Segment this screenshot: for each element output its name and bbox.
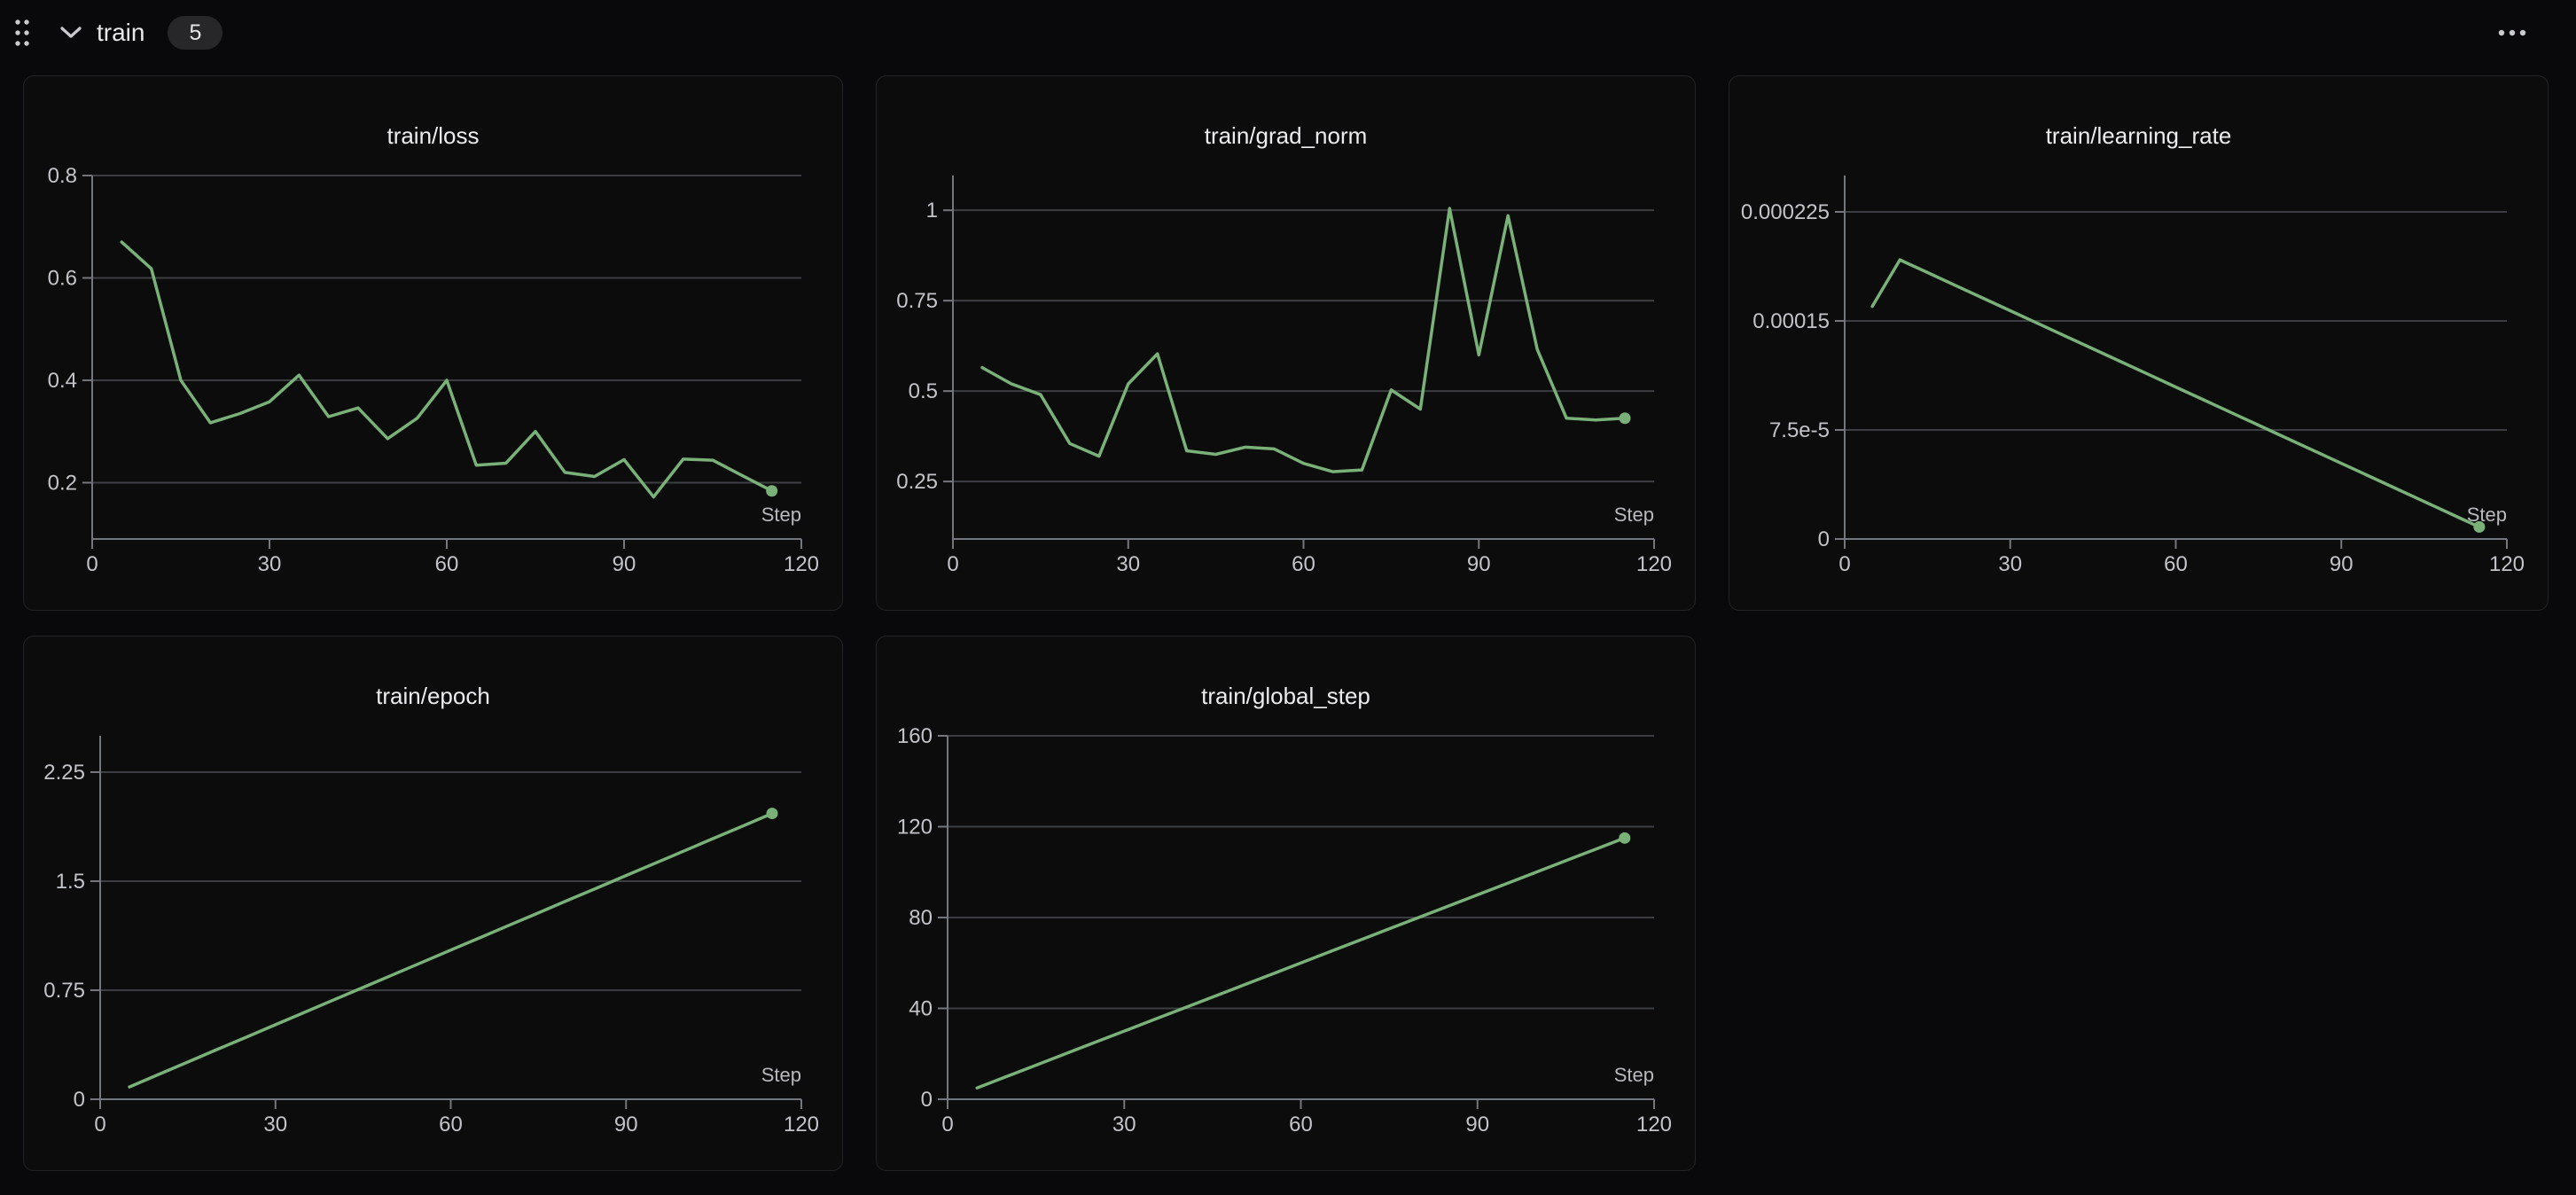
y-tick-label: 40: [909, 997, 933, 1021]
y-tick-label: 0.000225: [1741, 200, 1830, 224]
y-tick-label: 0.25: [896, 470, 938, 494]
x-tick-label: 0: [86, 552, 98, 576]
drag-handle-icon[interactable]: [12, 17, 32, 49]
y-tick-label: 0.00015: [1752, 309, 1830, 333]
y-tick-label: 0.8: [48, 164, 77, 188]
y-tick-label: 0.75: [896, 289, 938, 313]
y-tick-label: 0: [74, 1088, 85, 1112]
x-tick-label: 60: [1289, 1113, 1313, 1136]
chart-title: train/learning_rate: [2045, 122, 2232, 149]
x-tick-label: 0: [94, 1113, 105, 1136]
x-tick-label: 30: [258, 552, 282, 576]
y-tick-label: 0.4: [48, 369, 77, 393]
epoch-chart[interactable]: 2.25 1.5 0.75 00 30 60 90 120 Step: [24, 637, 844, 1172]
y-tick-label: 80: [909, 906, 933, 930]
x-tick-label: 30: [1116, 552, 1140, 576]
chart-title: train/grad_norm: [1204, 122, 1368, 149]
y-tick-label: 0.75: [43, 979, 85, 1003]
x-tick-label: 90: [2330, 552, 2354, 576]
series-line: [975, 836, 1627, 1090]
x-tick-label: 60: [435, 552, 459, 576]
section-menu-button[interactable]: [2496, 20, 2528, 46]
chart-title: train/global_step: [1201, 683, 1370, 709]
series-line: [980, 207, 1627, 473]
x-tick-label: 30: [1998, 552, 2022, 576]
panel-train-epoch[interactable]: train/epoch 2.25 1.5 0.75 0 0 30 60 90 120 Step: [23, 636, 843, 1171]
learning-rate-chart[interactable]: 0.000225 0.00015 7.5e-5 00 30 60 90 120 Step: [1729, 76, 2549, 612]
y-tick-label: 0: [921, 1088, 933, 1112]
series-line: [120, 240, 774, 499]
y-tick-label: 120: [897, 816, 933, 840]
loss-chart[interactable]: 0.8 0.6 0.4 0.2 0 30 60 90 120 Step: [24, 76, 844, 612]
y-tick-label: 1.5: [56, 870, 85, 894]
x-tick-label: 90: [1467, 552, 1491, 576]
x-tick-label: 90: [613, 552, 636, 576]
y-tick-label: 0: [1818, 527, 1830, 551]
x-tick-label: 120: [1636, 1113, 1672, 1136]
x-tick-label: 60: [2164, 552, 2188, 576]
x-tick-label: 90: [1465, 1113, 1489, 1136]
x-tick-label: 0: [947, 552, 958, 576]
y-tick-label: 7.5e-5: [1769, 418, 1830, 442]
x-tick-label: 30: [263, 1113, 287, 1136]
y-tick-label: 0.5: [909, 379, 938, 403]
x-tick-label: 120: [784, 1113, 819, 1136]
grad-norm-chart[interactable]: 1 0.75 0.5 0.25 0 30 60 90 120 Step: [877, 76, 1697, 612]
x-tick-label: 30: [1112, 1113, 1136, 1136]
global-step-chart[interactable]: 160 120 80 40 00 30 60 90 120 Step: [877, 637, 1697, 1172]
x-tick-label: 60: [439, 1113, 463, 1136]
x-tick-label: 120: [2489, 552, 2525, 576]
y-tick-label: 160: [897, 724, 933, 748]
panel-train-global-step[interactable]: train/global_step 160 120 80 40 0 0 30 60 90 120 S…: [876, 636, 1696, 1171]
x-tick-label: 0: [1838, 552, 1850, 576]
last-point-marker: [766, 808, 778, 820]
section-header: train 5: [0, 0, 2576, 66]
x-tick-label: 0: [941, 1113, 953, 1136]
last-point-marker: [1619, 832, 1631, 844]
series-line: [128, 811, 774, 1089]
y-tick-label: 0.6: [48, 266, 77, 290]
x-axis-unit-label: Step: [2467, 504, 2507, 526]
x-tick-label: 120: [1636, 552, 1672, 576]
y-tick-label: 1: [926, 199, 938, 223]
chart-title: train/loss: [386, 122, 480, 149]
x-tick-label: 60: [1292, 552, 1315, 576]
panel-grid: train/loss 0.8 0.6 0.4 0.2 0 30 60 90 120 Step tr…: [23, 75, 2549, 1171]
section-title: train: [97, 19, 145, 46]
last-point-marker: [1619, 412, 1631, 425]
x-axis-unit-label: Step: [761, 504, 801, 526]
last-point-marker: [766, 485, 778, 497]
x-tick-label: 90: [614, 1113, 638, 1136]
panel-train-learning-rate[interactable]: train/learning_rate 0.000225 0.00015 7.5e-…: [1729, 75, 2549, 611]
chart-title: train/epoch: [376, 683, 490, 709]
panel-count-badge: 5: [168, 16, 223, 50]
x-axis-unit-label: Step: [761, 1064, 801, 1086]
last-point-marker: [2473, 520, 2486, 533]
x-axis-unit-label: Step: [1614, 1064, 1654, 1086]
panel-train-loss[interactable]: train/loss 0.8 0.6 0.4 0.2 0 30 60 90 120 Step: [23, 75, 843, 611]
y-tick-label: 0.2: [48, 471, 77, 495]
x-tick-label: 120: [784, 552, 819, 576]
x-axis-unit-label: Step: [1614, 504, 1654, 526]
y-tick-label: 2.25: [43, 761, 85, 785]
series-line: [1870, 258, 2481, 529]
ellipsis-icon: [2498, 29, 2526, 36]
panel-train-grad-norm[interactable]: train/grad_norm 1 0.75 0.5 0.25 0 30 60 90 120 St…: [876, 75, 1696, 611]
chevron-down-icon[interactable]: [59, 21, 82, 44]
